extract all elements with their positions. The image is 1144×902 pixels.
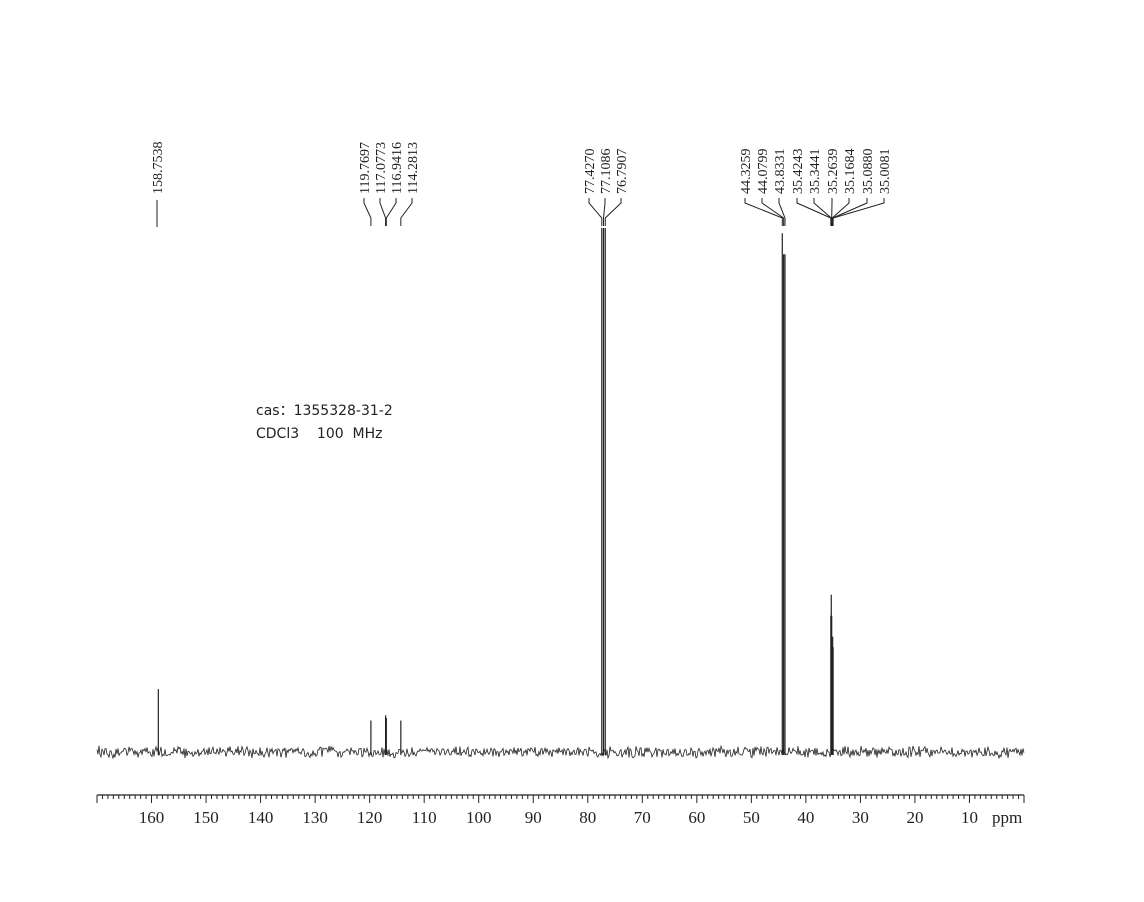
peak-leader-line bbox=[400, 198, 413, 226]
peak-leader-line bbox=[744, 198, 783, 226]
peak-leader-line bbox=[778, 198, 786, 226]
x-tick-label: 10 bbox=[961, 808, 978, 827]
x-tick-label: 50 bbox=[743, 808, 760, 827]
peak-label: 116.9416 bbox=[390, 142, 405, 194]
peak-label: 35.2639 bbox=[826, 149, 841, 195]
x-tick-label: 160 bbox=[139, 808, 165, 827]
peak-label: 114.2813 bbox=[406, 142, 421, 194]
x-tick-label: 130 bbox=[302, 808, 328, 827]
x-tick-label: 40 bbox=[797, 808, 814, 827]
x-tick-label: 90 bbox=[525, 808, 542, 827]
peak-label: 117.0773 bbox=[374, 142, 389, 194]
peak-label: 158.7538 bbox=[151, 142, 166, 195]
x-tick-label: 30 bbox=[852, 808, 869, 827]
peak-label: 44.3259 bbox=[739, 149, 754, 195]
peak-label: 35.4243 bbox=[791, 149, 806, 195]
x-tick-label: 100 bbox=[466, 808, 492, 827]
x-tick-label: 140 bbox=[248, 808, 274, 827]
x-tick-label: 80 bbox=[579, 808, 596, 827]
peak-label: 44.0799 bbox=[756, 149, 771, 195]
peak-leader-line bbox=[832, 198, 868, 226]
peak-label: 35.0081 bbox=[878, 149, 893, 195]
peak-leader-line bbox=[588, 198, 603, 226]
peak-leader-line bbox=[832, 198, 885, 226]
peak-labels: 158.7538 119.7697 117.0773 116.9416 114.2813… bbox=[151, 142, 893, 227]
baseline-noise bbox=[96, 744, 1025, 760]
x-tick-label: 70 bbox=[634, 808, 651, 827]
peak-label: 76.7907 bbox=[615, 149, 630, 195]
peak-label: 43.8331 bbox=[773, 149, 788, 195]
peak-leader-line bbox=[603, 198, 606, 226]
cas-annotation: cas：1355328-31-2 bbox=[256, 403, 393, 419]
x-tick-label: 20 bbox=[906, 808, 923, 827]
x-axis-unit-label: ppm bbox=[992, 808, 1022, 827]
peak-leader-line bbox=[604, 198, 622, 226]
peak-leader-line bbox=[379, 198, 387, 226]
peak-label: 35.0880 bbox=[861, 149, 876, 195]
peak-leader-line bbox=[363, 198, 372, 226]
peak-leader-line bbox=[761, 198, 785, 226]
spectrum-trace bbox=[96, 228, 1025, 760]
x-tick-label: 150 bbox=[193, 808, 219, 827]
peak-label: 77.1086 bbox=[599, 149, 614, 195]
peak-label: 77.4270 bbox=[583, 149, 598, 195]
solvent-frequency-annotation: CDCl3 100 MHz bbox=[256, 426, 383, 442]
peak-leader-line bbox=[385, 198, 397, 226]
peak-label: 119.7697 bbox=[358, 142, 373, 194]
x-tick-label: 60 bbox=[688, 808, 705, 827]
x-tick-label: 110 bbox=[412, 808, 437, 827]
peak-label: 35.3441 bbox=[808, 149, 823, 195]
x-axis: 160 150 140 130 120 110 100 90 80 70 60 50 40 30 20 10 bbox=[96, 794, 1025, 827]
peak-label: 35.1684 bbox=[843, 149, 858, 195]
x-tick-label: 120 bbox=[357, 808, 383, 827]
